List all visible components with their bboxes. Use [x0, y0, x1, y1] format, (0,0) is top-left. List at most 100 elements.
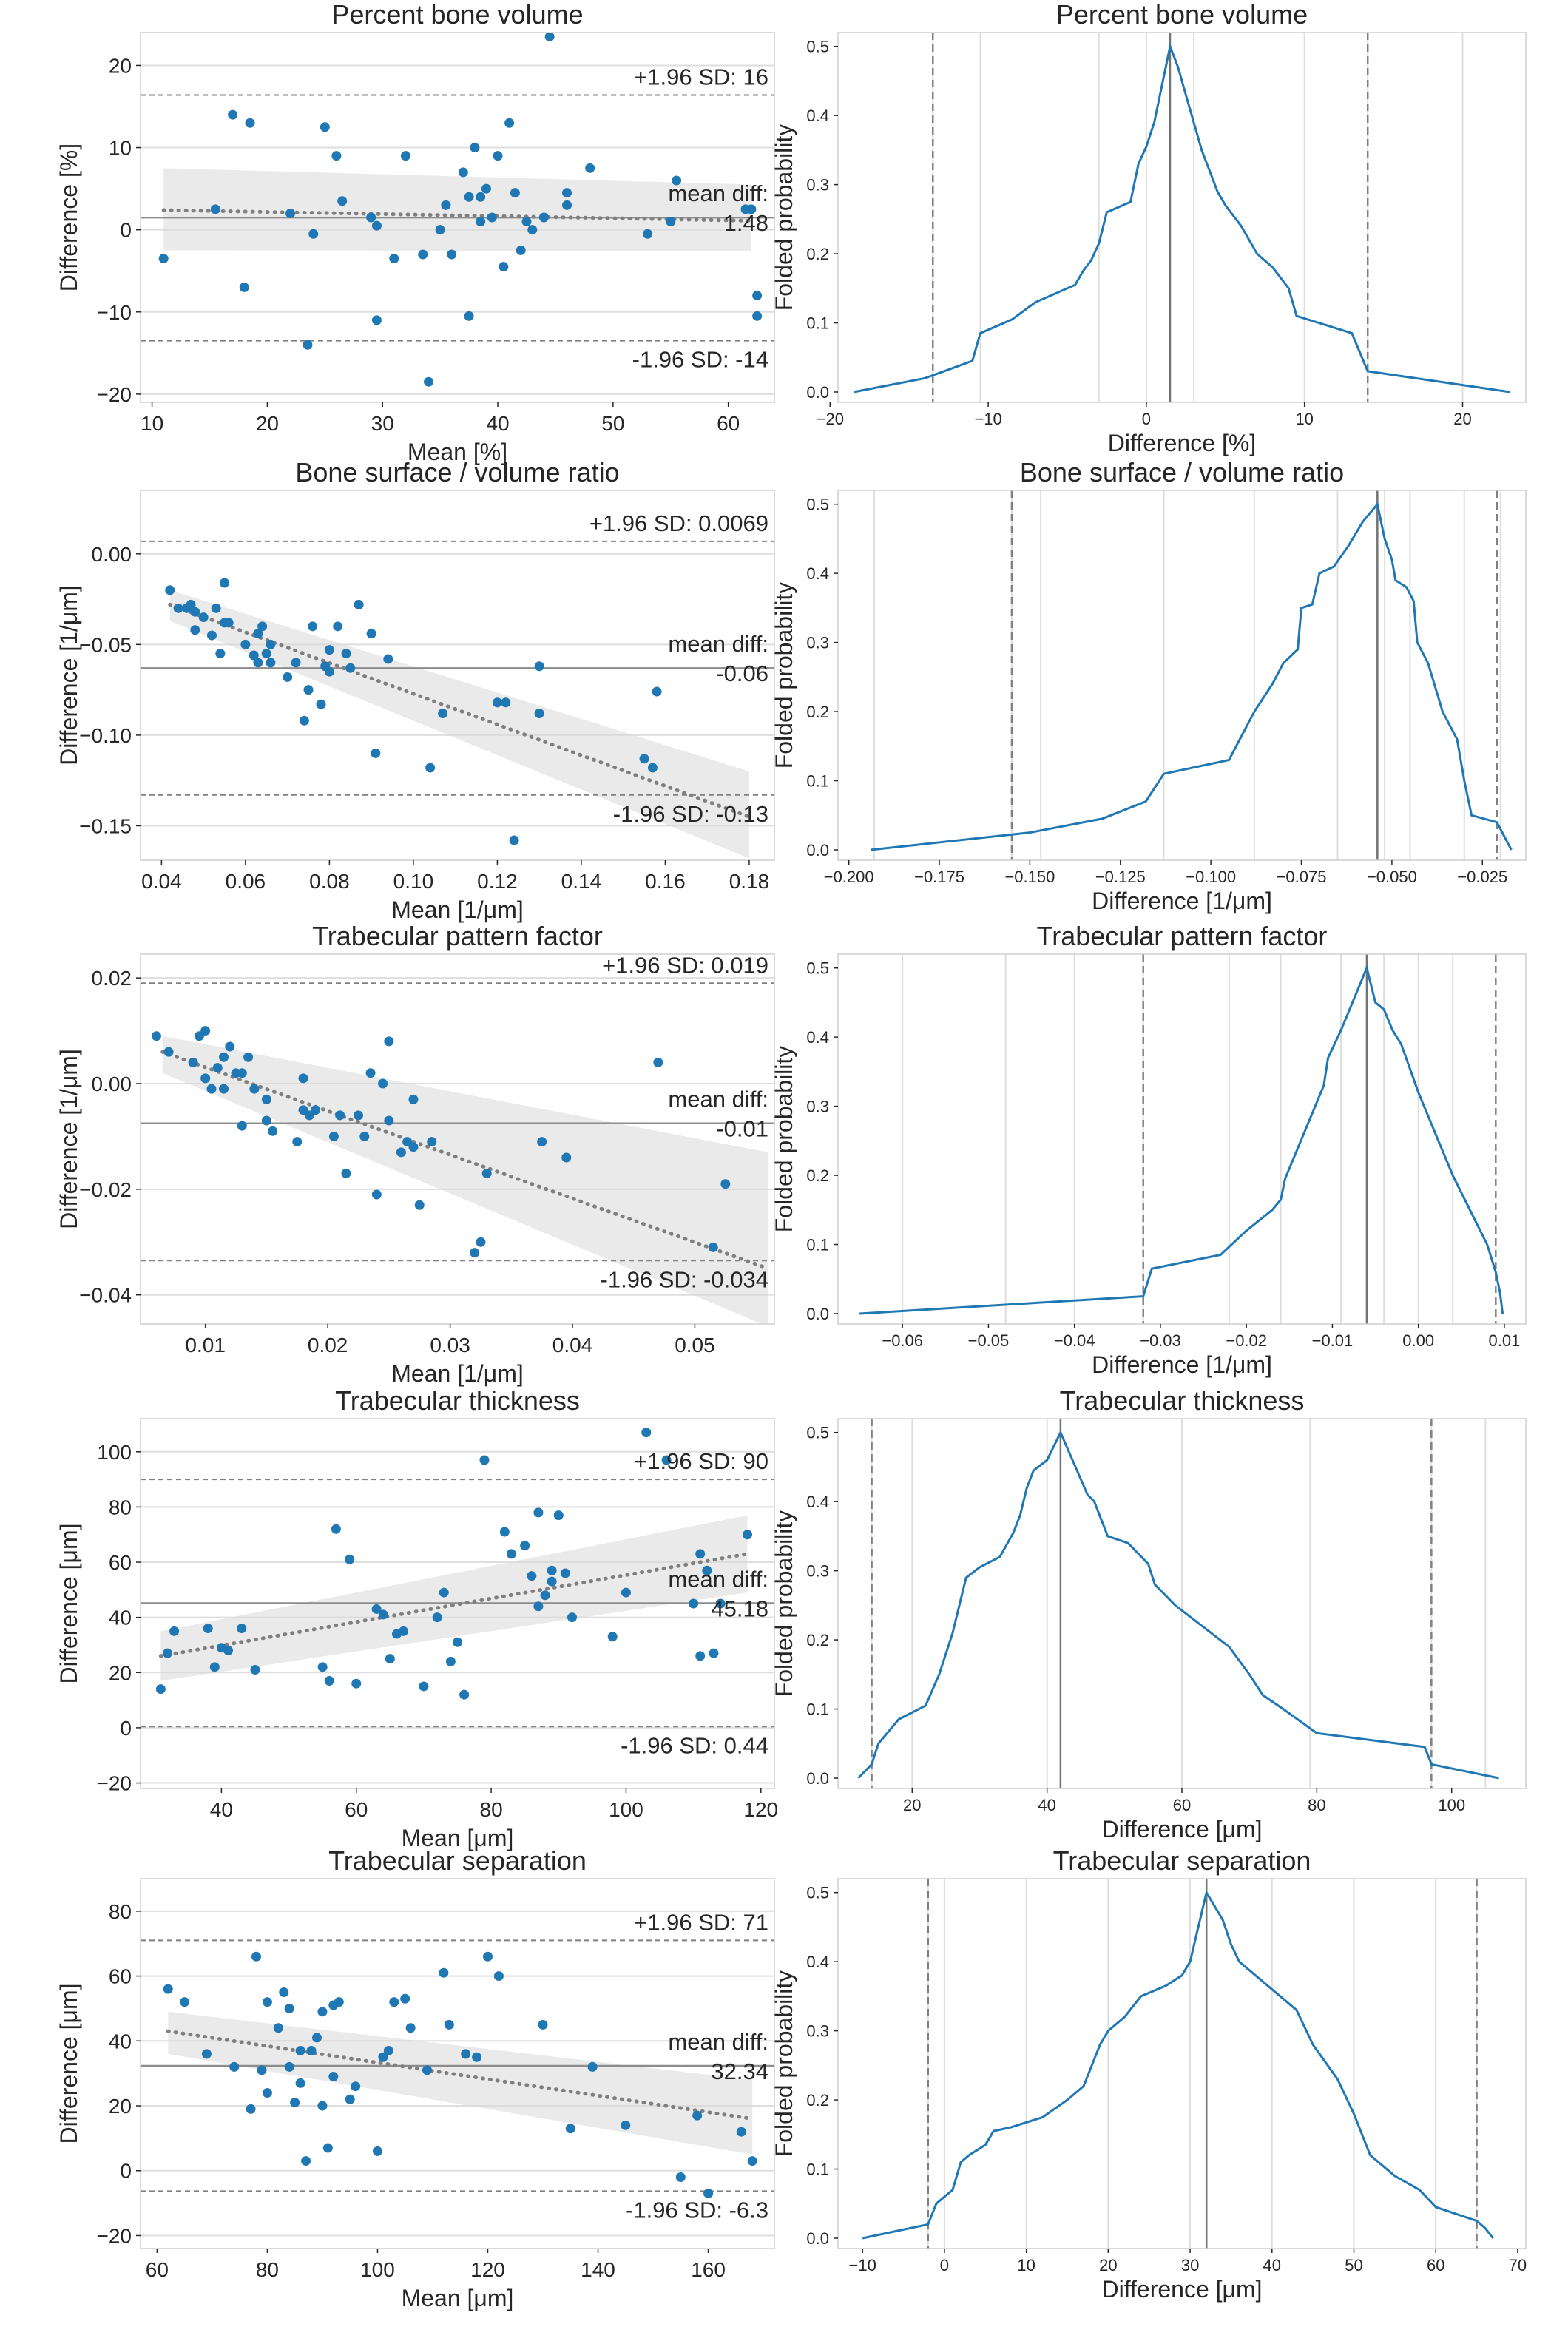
x-tick-label: 0.00 [1402, 1331, 1434, 1350]
data-point [328, 2072, 339, 2082]
data-point [666, 217, 676, 227]
upper-limit-label: +1.96 SD: 0.0069 [589, 510, 768, 536]
data-point [389, 254, 399, 264]
y-tick-label: 0.2 [806, 245, 829, 263]
data-point [200, 1073, 211, 1084]
data-point [435, 225, 445, 235]
y-tick-label: 0.4 [806, 1953, 829, 1971]
y-tick-label: 60 [109, 1965, 132, 1988]
data-point [408, 1142, 419, 1152]
data-point [424, 376, 434, 387]
data-point [743, 1530, 753, 1540]
data-point [534, 708, 544, 718]
data-point [331, 151, 342, 161]
x-tick-label: 60 [146, 2258, 169, 2281]
data-point [720, 1179, 731, 1189]
data-point [158, 254, 169, 264]
y-tick-label: 0.00 [92, 1072, 132, 1095]
data-point [389, 1997, 399, 2007]
data-point [152, 1031, 162, 1041]
x-tick-label: 0 [940, 2256, 949, 2274]
data-point [341, 1168, 351, 1178]
data-point [246, 2104, 256, 2114]
x-tick-label: −0.175 [914, 868, 964, 886]
data-point [249, 1084, 260, 1094]
x-tick-label: 120 [743, 1798, 778, 1821]
data-point [203, 1624, 213, 1634]
panel-ba-tt: +1.96 SD: 90 mean diff: 45.18 -1.96 SD: 0.4… [55, 1385, 778, 1851]
data-point [444, 2019, 454, 2030]
x-tick-label: 0.06 [226, 870, 266, 893]
data-point [533, 1601, 544, 1612]
x-tick-label: −20 [817, 410, 844, 428]
data-point [301, 2156, 311, 2166]
mean-diff-value: -0.01 [716, 1116, 768, 1142]
data-point [351, 1678, 362, 1689]
data-point [250, 1665, 260, 1675]
y-tick-label: 0.3 [806, 1098, 829, 1116]
data-point [487, 212, 497, 223]
axes-frame [140, 1878, 775, 2249]
y-tick-label: −10 [97, 301, 132, 324]
data-point [476, 217, 486, 227]
y-tick-label: 10 [109, 137, 132, 160]
regression-line [161, 208, 754, 223]
x-tick-label: 10 [1017, 2256, 1035, 2274]
data-point [253, 629, 263, 639]
regression-line [168, 602, 751, 819]
data-point [371, 748, 381, 758]
plot-area [859, 954, 1504, 1324]
y-tick-label: −0.10 [79, 724, 132, 747]
x-tick-label: 0.04 [141, 870, 182, 893]
data-point [261, 649, 271, 659]
data-point [353, 1110, 363, 1121]
y-tick-label: 80 [109, 1900, 132, 1923]
mean-diff-label: mean diff: [668, 2029, 768, 2055]
y-axis-label: Difference [μm] [55, 1983, 82, 2144]
data-point [438, 708, 448, 718]
y-tick-label: 40 [109, 2030, 132, 2053]
data-point [639, 754, 649, 764]
data-point [215, 649, 226, 659]
data-point [284, 2003, 294, 2013]
data-point [206, 630, 217, 641]
data-point [621, 2120, 631, 2130]
confidence-band [160, 1515, 748, 1681]
data-point [371, 315, 382, 325]
x-axis-label: Difference [1/μm] [1092, 888, 1272, 914]
data-point [295, 2078, 305, 2088]
data-point [553, 1510, 564, 1521]
data-point [520, 1541, 530, 1551]
x-tick-label: −0.050 [1367, 868, 1417, 886]
data-point [292, 1137, 303, 1147]
data-point [262, 1997, 272, 2007]
data-point [692, 2110, 703, 2121]
data-point [308, 229, 319, 239]
x-tick-label: 20 [903, 1796, 921, 1814]
data-point [470, 1248, 480, 1258]
data-point [708, 1242, 718, 1252]
data-point [211, 603, 221, 613]
data-point [209, 1662, 220, 1672]
x-tick-label: 0.14 [561, 870, 602, 893]
y-tick-label: −20 [97, 1772, 132, 1795]
data-point [538, 2019, 548, 2030]
data-point [675, 2172, 686, 2183]
y-tick-label: 0.2 [806, 1631, 829, 1649]
data-point [298, 1073, 308, 1084]
data-point [400, 151, 410, 161]
data-point [295, 2045, 305, 2055]
y-tick-label: 0.2 [806, 2091, 829, 2109]
y-tick-label: 0.5 [806, 959, 829, 978]
data-point [499, 1527, 510, 1537]
data-point [308, 621, 318, 632]
upper-limit-label: +1.96 SD: 0.019 [602, 952, 768, 978]
data-point [219, 1084, 229, 1094]
data-point [237, 1121, 247, 1131]
data-point [290, 2098, 300, 2108]
y-tick-label: 0 [120, 2160, 132, 2183]
data-point [476, 1237, 486, 1247]
x-tick-label: 0.01 [185, 1334, 226, 1357]
x-tick-label: −0.06 [882, 1331, 923, 1350]
x-axis-label: Mean [μm] [402, 1825, 514, 1851]
